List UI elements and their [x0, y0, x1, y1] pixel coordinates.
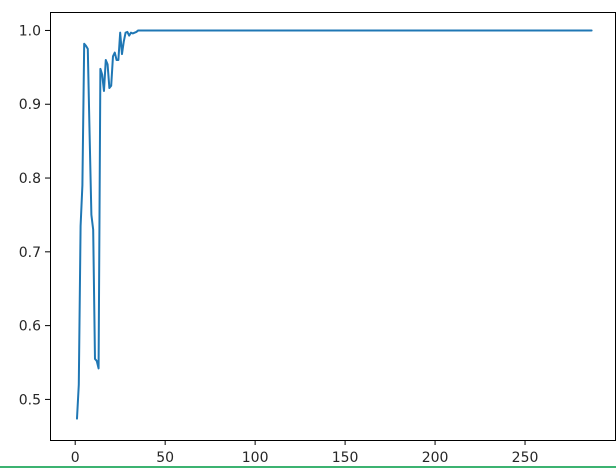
series-line	[75, 29, 593, 420]
x-tick-label: 100	[242, 450, 269, 466]
x-tick-label: 0	[71, 450, 80, 466]
y-tick-label: 0.6	[19, 319, 41, 335]
y-axis-ticks: 0.5 0.6 0.7 0.8 0.9 1.0	[19, 23, 50, 408]
y-tick-label: 1.0	[19, 23, 41, 39]
x-tick-label: 250	[512, 450, 539, 466]
y-tick-label: 0.8	[19, 171, 41, 187]
x-tick-label: 200	[422, 450, 449, 466]
x-tick-label: 50	[156, 450, 174, 466]
y-tick-label: 0.5	[19, 392, 41, 408]
x-axis-ticks: 0 50 100 150 200 250	[71, 440, 539, 466]
y-tick-label: 0.9	[19, 97, 41, 113]
bottom-divider-line	[0, 466, 616, 468]
x-tick-label: 150	[332, 450, 359, 466]
plot-area-frame	[50, 12, 616, 441]
y-tick-label: 0.7	[19, 245, 41, 261]
